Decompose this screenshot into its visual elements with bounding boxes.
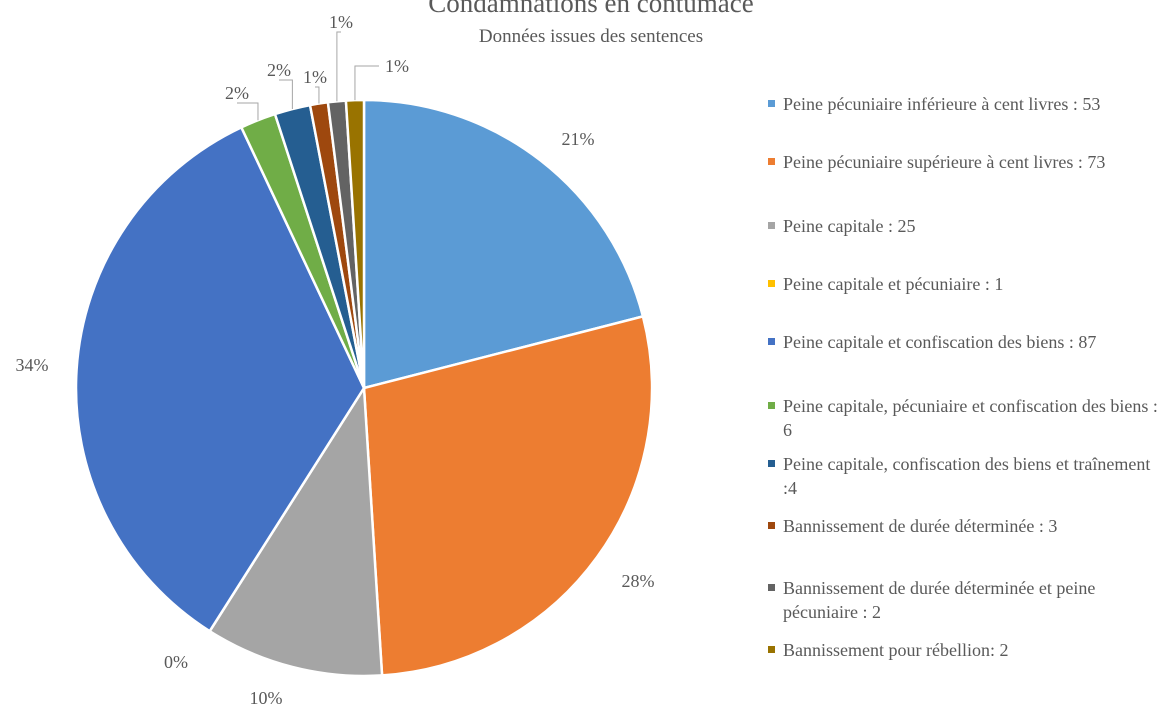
legend-label: Peine capitale : 25 xyxy=(783,216,916,236)
legend-label: Peine capitale et confiscation des biens… xyxy=(783,332,1097,352)
legend-item: Bannissement pour rébellion: 2 xyxy=(768,638,1168,662)
legend-swatch xyxy=(768,460,775,467)
legend-label: Bannissement pour rébellion: 2 xyxy=(783,640,1009,660)
legend-swatch xyxy=(768,646,775,653)
legend-label: Peine capitale, pécuniaire et confiscati… xyxy=(783,396,1158,440)
legend-swatch xyxy=(768,222,775,229)
legend-label: Peine capitale et pécuniaire : 1 xyxy=(783,274,1004,294)
data-label: 1% xyxy=(303,67,327,87)
leader-line xyxy=(315,86,320,104)
legend-item: Peine capitale, confiscation des biens e… xyxy=(768,452,1168,500)
data-label: 1% xyxy=(385,56,409,76)
pie-slice xyxy=(74,125,366,633)
data-label: 10% xyxy=(250,688,283,708)
legend-swatch xyxy=(768,522,775,529)
legend-label: Bannissement de durée déterminée et pein… xyxy=(783,578,1096,622)
legend-item: Peine capitale, pécuniaire et confiscati… xyxy=(768,394,1168,442)
chart-subtitle: Données issues des sentences xyxy=(479,26,703,47)
legend-label: Peine pécuniaire inférieure à cent livre… xyxy=(783,94,1101,114)
pie-slice xyxy=(207,384,384,678)
leader-line xyxy=(237,102,259,121)
data-label: 2% xyxy=(267,60,291,80)
legend-item: Peine capitale et confiscation des biens… xyxy=(768,330,1168,354)
legend-label: Bannissement de durée déterminée : 3 xyxy=(783,516,1058,536)
legend-item: Bannissement de durée déterminée : 3 xyxy=(768,514,1168,538)
data-label: 2% xyxy=(225,83,249,103)
legend-swatch xyxy=(768,100,775,107)
leader-line xyxy=(336,31,341,102)
chart-title: Condamnations en contumace xyxy=(428,0,753,18)
legend-item: Peine capitale : 25 xyxy=(768,214,1168,238)
legend-label: Peine capitale, confiscation des biens e… xyxy=(783,454,1151,498)
legend-swatch xyxy=(768,584,775,591)
legend-item: Bannissement de durée déterminée et pein… xyxy=(768,576,1168,624)
legend-item: Peine pécuniaire inférieure à cent livre… xyxy=(768,92,1168,116)
legend-item: Peine pécuniaire supérieure à cent livre… xyxy=(768,150,1168,174)
data-label: 1% xyxy=(329,12,353,32)
data-label: 34% xyxy=(16,355,49,375)
data-label: 28% xyxy=(622,571,655,591)
legend-label: Peine pécuniaire supérieure à cent livre… xyxy=(783,152,1106,172)
leader-line xyxy=(354,65,379,101)
leader-line xyxy=(279,79,293,110)
legend-item: Peine capitale et pécuniaire : 1 xyxy=(768,272,1168,296)
legend-swatch xyxy=(768,338,775,345)
legend-swatch xyxy=(768,402,775,409)
pie-slice xyxy=(362,314,654,677)
legend-swatch xyxy=(768,158,775,165)
data-label: 0% xyxy=(164,652,188,672)
legend-swatch xyxy=(768,280,775,287)
pie-slice xyxy=(362,98,645,390)
data-label: 21% xyxy=(562,129,595,149)
